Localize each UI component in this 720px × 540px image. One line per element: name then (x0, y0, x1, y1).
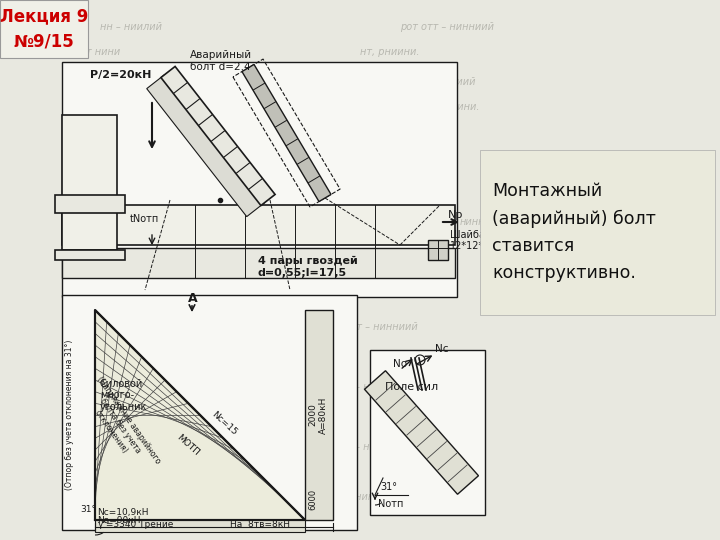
Bar (55, 250, 125, 260)
Text: нинниний: нинниний (80, 442, 131, 452)
Text: нн: нн (80, 517, 93, 527)
Text: нт,нн: нт,нн (300, 132, 328, 142)
Text: No: No (393, 359, 407, 369)
Text: Монтажный
(аварийный) болт
ставится
конструктивно.: Монтажный (аварийный) болт ставится конс… (492, 182, 656, 282)
Text: 2000: 2000 (308, 403, 317, 427)
Text: нинниний: нинниний (80, 244, 131, 254)
Text: нт – нинниий: нт – нинниий (340, 382, 408, 392)
Text: (Отпор без учета отклонения на 31°): (Отпор без учета отклонения на 31°) (66, 340, 74, 490)
Text: МОТП: МОТП (175, 433, 201, 457)
Text: нн: нн (80, 187, 93, 197)
Text: γ'=3340 Трение: γ'=3340 Трение (98, 520, 174, 529)
Bar (62, 295, 357, 530)
Bar (62, 248, 455, 278)
Bar (0, 0, 88, 58)
Text: P/2=20кН: P/2=20кН (90, 70, 151, 80)
Text: нн: нн (80, 102, 93, 112)
Text: нт – нинниий: нт – нинниий (350, 322, 418, 332)
Polygon shape (95, 310, 305, 520)
Text: Поле сил: Поле сил (385, 382, 438, 392)
Text: Nc=15: Nc=15 (210, 410, 239, 437)
Text: нн: нн (80, 352, 93, 362)
Text: рот отт – нинниий: рот отт – нинниий (400, 22, 494, 32)
Text: нинн,нт: нинн,нт (460, 217, 500, 227)
Text: рнини.: рнини. (310, 412, 345, 422)
Text: Лекция 9
№9/15: Лекция 9 №9/15 (0, 8, 88, 51)
Bar (428, 240, 448, 260)
Polygon shape (147, 75, 264, 217)
Text: 31°: 31° (380, 482, 397, 492)
Text: Аварийный
болт d=2.4: Аварийный болт d=2.4 (190, 50, 252, 72)
Polygon shape (161, 66, 275, 206)
Text: рнини.: рнини. (310, 352, 345, 362)
Text: нт нинниий: нт нинниий (340, 492, 400, 502)
Text: 6000: 6000 (308, 489, 317, 510)
Text: 12*12*1,2: 12*12*1,2 (450, 241, 500, 251)
Text: НИНИ – нинниий: НИНИ – нинниий (350, 157, 435, 167)
Text: А: А (188, 292, 197, 305)
Text: нинниний: нинниний (80, 382, 131, 392)
Polygon shape (242, 64, 331, 201)
Text: Nотп: Nотп (378, 499, 403, 509)
Text: Nc: Nc (435, 344, 449, 354)
Text: рнини.: рнини. (310, 467, 345, 477)
Text: нт, рнини.: нт, рнини. (300, 187, 353, 197)
Text: нт, рнини.: нт, рнини. (300, 272, 353, 282)
Bar (62, 62, 457, 297)
Text: (Напряжение аварийного
болта без учета
отклонения): (Напряжение аварийного болта без учета о… (78, 375, 162, 477)
Bar (370, 350, 485, 515)
Text: нт – нинниий: нт – нинниий (340, 442, 408, 452)
Text: tNотп: tNотп (130, 214, 159, 224)
Text: А=80кН: А=80кН (319, 396, 328, 434)
Bar (55, 195, 125, 213)
Text: нинниний: нинниний (80, 322, 131, 332)
Text: нинн,нт: нинн,нт (490, 297, 531, 307)
Text: На  8тв=8кН: На 8тв=8кН (230, 520, 290, 529)
Bar (95, 520, 305, 532)
Text: от нини: от нини (80, 47, 120, 57)
Text: ОТЕ – нинниий: ОТЕ – нинниий (400, 77, 475, 87)
Text: Np: Np (448, 210, 464, 220)
Text: d=0,55;l=17,5: d=0,55;l=17,5 (258, 268, 347, 278)
Text: Силовой
много-
угольник: Силовой много- угольник (100, 379, 148, 412)
Bar (62, 205, 455, 245)
Text: 31°: 31° (80, 505, 96, 514)
Text: Nа=90кН: Nа=90кН (97, 516, 140, 525)
Text: нн: нн (80, 467, 93, 477)
Text: нинниний нн: нинниний нн (80, 492, 147, 502)
Text: НИНИ – нинниий: НИНИ – нинниий (340, 244, 425, 254)
Bar (305, 310, 333, 520)
Text: нинниний: нинниний (200, 102, 251, 112)
Text: 4 пары гвоздей: 4 пары гвоздей (258, 256, 358, 266)
Text: от: от (80, 77, 91, 87)
Text: нн: нн (80, 272, 93, 282)
Text: нн нинн: нн нинн (80, 412, 122, 422)
Polygon shape (364, 371, 479, 494)
Text: ниин,рниини,нн: ниин,рниини,нн (200, 77, 283, 87)
Text: нинниний: нинниний (80, 157, 131, 167)
Text: нт, рниини.: нт, рниини. (420, 102, 480, 112)
Bar (480, 150, 715, 315)
Text: нинн,: нинн, (80, 132, 109, 142)
Text: Шайба: Шайба (450, 230, 485, 240)
Text: Nc=10,9кН: Nc=10,9кН (97, 508, 148, 517)
Text: нт, рниини.: нт, рниини. (360, 47, 420, 57)
Text: нн – ниилий: нн – ниилий (100, 22, 162, 32)
Bar (62, 115, 117, 250)
